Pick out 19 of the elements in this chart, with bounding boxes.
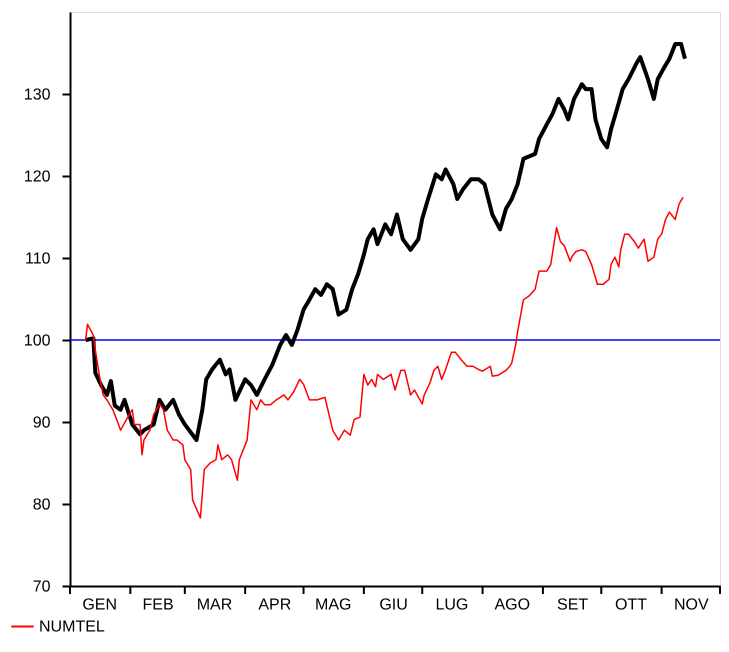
x-tick-label: LUG bbox=[435, 596, 468, 614]
x-tick-label: GEN bbox=[82, 596, 118, 614]
x-tick-label: APR bbox=[258, 596, 292, 614]
legend-label: NUMTEL bbox=[39, 618, 105, 636]
y-tick-label: 130 bbox=[24, 86, 51, 104]
x-tick-label: NOV bbox=[674, 596, 709, 614]
y-tick-label: 70 bbox=[32, 578, 51, 596]
y-tick-label: 90 bbox=[32, 414, 51, 432]
x-tick-label: FEB bbox=[142, 596, 174, 614]
y-tick-label: 80 bbox=[32, 496, 51, 514]
x-tick-label: SET bbox=[557, 596, 588, 614]
x-tick-label: GIU bbox=[379, 596, 408, 614]
x-tick-label: OTT bbox=[614, 596, 648, 614]
y-tick-label: 100 bbox=[24, 332, 51, 350]
x-tick-label: MAG bbox=[315, 596, 352, 614]
y-tick-label: 110 bbox=[24, 250, 51, 268]
y-tick-label: 120 bbox=[24, 168, 51, 186]
x-tick-label: AGO bbox=[494, 596, 530, 614]
x-tick-label: MAR bbox=[196, 596, 232, 614]
